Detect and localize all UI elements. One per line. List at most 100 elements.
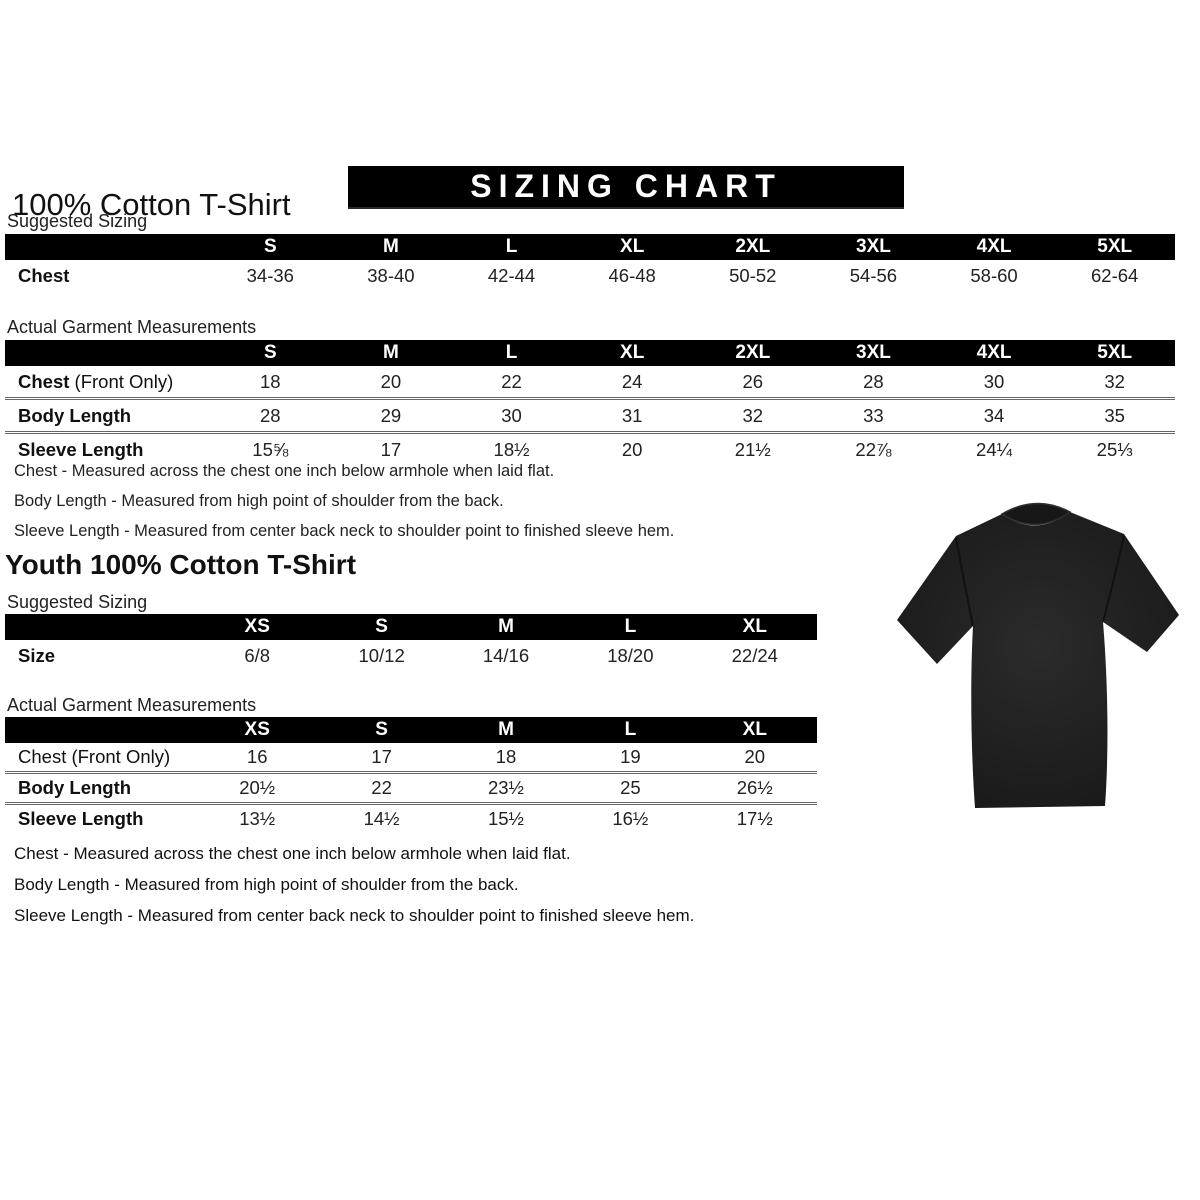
youth-suggested-table: XS S M L XL Size 6/8 10/12 14/16 18/20 2… bbox=[5, 614, 817, 671]
youth-sleeve-length-row: Sleeve Length 13½ 14½ 15½ 16½ 17½ bbox=[5, 802, 817, 833]
header-cell: 5XL bbox=[1054, 340, 1175, 366]
youth-actual-header-row: XS S M L XL bbox=[5, 717, 817, 743]
header-cell: 4XL bbox=[933, 234, 1055, 260]
value-cell: 18 bbox=[260, 370, 281, 392]
value-cell: 50-52 bbox=[729, 264, 777, 286]
value-cell: 54-56 bbox=[849, 264, 898, 286]
value-cell: 32 bbox=[1104, 370, 1125, 392]
value-cell: 6/8 bbox=[244, 644, 271, 666]
value-cell: 30 bbox=[983, 370, 1005, 392]
value-cell: 28 bbox=[210, 397, 331, 433]
adult-actual-measurements-label: Actual Garment Measurements bbox=[7, 317, 257, 337]
header-cell-blank bbox=[5, 614, 195, 640]
row-label: Chest (Front Only) bbox=[18, 746, 171, 767]
header-cell: XS bbox=[195, 614, 320, 640]
value-cell: 33 bbox=[813, 397, 934, 433]
value-cell: 16 bbox=[246, 746, 268, 767]
youth-actual-measurements-label: Actual Garment Measurements bbox=[7, 695, 257, 715]
value-cell: 62-64 bbox=[1091, 264, 1139, 286]
value-cell: 38-40 bbox=[367, 264, 415, 286]
header-cell: L bbox=[451, 340, 572, 366]
header-cell: S bbox=[319, 614, 444, 640]
youth-measurement-notes: Chest - Measured across the chest one in… bbox=[14, 838, 694, 931]
adult-body-length-row: Body Length 28 29 30 31 32 33 34 35 bbox=[5, 397, 1175, 433]
header-cell: 3XL bbox=[813, 340, 934, 366]
tshirt-body-shape bbox=[897, 512, 1179, 808]
sizing-chart-banner-text: SIZING CHART bbox=[470, 168, 782, 204]
value-cell: 15⅝ bbox=[210, 431, 331, 465]
value-cell: 18/20 bbox=[607, 644, 654, 666]
black-tshirt-image bbox=[897, 502, 1179, 808]
header-cell: S bbox=[210, 234, 331, 260]
value-cell: 29 bbox=[330, 397, 452, 433]
row-label: Size bbox=[18, 644, 56, 666]
value-cell: 34 bbox=[933, 397, 1055, 433]
value-cell: 22 bbox=[501, 370, 522, 392]
row-label: Body Length bbox=[5, 397, 210, 433]
header-cell: XL bbox=[692, 717, 817, 743]
header-cell: S bbox=[210, 340, 331, 366]
header-cell: L bbox=[451, 234, 572, 260]
value-cell: 19 bbox=[620, 746, 641, 767]
youth-actual-table: XS S M L XL Chest (Front Only) 16 17 18 … bbox=[5, 717, 817, 833]
value-cell: 18½ bbox=[451, 431, 572, 465]
header-cell: XL bbox=[571, 234, 693, 260]
header-cell: 2XL bbox=[692, 234, 814, 260]
adult-measurement-notes: Chest - Measured across the chest one in… bbox=[14, 456, 674, 546]
adult-actual-header-row: S M L XL 2XL 3XL 4XL 5XL bbox=[5, 340, 1175, 366]
value-cell: 20½ bbox=[195, 771, 320, 804]
value-cell: 58-60 bbox=[970, 264, 1018, 286]
value-cell: 18 bbox=[495, 746, 517, 767]
row-label: Chest (Front Only) bbox=[5, 366, 210, 399]
header-cell: XS bbox=[195, 717, 320, 743]
header-cell: 2XL bbox=[692, 340, 814, 366]
value-cell: 20 bbox=[571, 431, 693, 465]
header-cell: 4XL bbox=[933, 340, 1055, 366]
row-label: Body Length bbox=[5, 771, 195, 804]
youth-suggested-sizing-label: Suggested Sizing bbox=[7, 592, 148, 612]
value-cell: 22/24 bbox=[731, 644, 778, 666]
header-cell: S bbox=[319, 717, 444, 743]
adult-actual-table: S M L XL 2XL 3XL 4XL 5XL Chest (Front On… bbox=[5, 340, 1175, 465]
header-cell-blank bbox=[5, 340, 210, 366]
row-label-main: Body Length bbox=[18, 404, 132, 426]
adult-suggested-sizing-label: Suggested Sizing bbox=[7, 211, 148, 231]
value-cell: 26 bbox=[742, 370, 764, 392]
value-cell: 31 bbox=[571, 397, 693, 433]
row-label: Sleeve Length bbox=[5, 802, 195, 833]
youth-chest-row: Chest (Front Only) 16 17 18 19 20 bbox=[5, 743, 817, 773]
row-label-main: Chest bbox=[18, 370, 70, 392]
sizing-chart-banner: SIZING CHART bbox=[348, 166, 904, 207]
value-cell: 14/16 bbox=[482, 644, 530, 666]
page-title: 100% Cotton T-Shirt bbox=[12, 186, 291, 222]
value-cell: 17 bbox=[371, 746, 392, 767]
value-cell: 13½ bbox=[195, 802, 320, 833]
value-cell: 25 bbox=[568, 771, 693, 804]
value-cell: 46-48 bbox=[608, 264, 656, 286]
value-cell: 24¼ bbox=[933, 431, 1055, 465]
youth-suggested-header-row: XS S M L XL bbox=[5, 614, 817, 640]
value-cell: 21½ bbox=[692, 431, 814, 465]
row-label-suffix: (Front Only) bbox=[69, 370, 174, 392]
value-cell: 20 bbox=[744, 746, 766, 767]
value-cell: 24 bbox=[621, 370, 643, 392]
row-label: Sleeve Length bbox=[5, 431, 210, 465]
adult-suggested-header-row: S M L XL 2XL 3XL 4XL 5XL bbox=[5, 234, 1175, 260]
header-cell-blank bbox=[5, 717, 195, 743]
tshirt-collar-shape bbox=[1000, 502, 1072, 526]
value-cell: 15½ bbox=[443, 802, 569, 833]
youth-section-title: Youth 100% Cotton T-Shirt bbox=[5, 549, 357, 580]
value-cell: 17 bbox=[330, 431, 452, 465]
value-cell: 10/12 bbox=[358, 644, 405, 666]
header-cell: XL bbox=[692, 614, 817, 640]
value-cell: 23½ bbox=[443, 771, 569, 804]
value-cell: 16½ bbox=[568, 802, 693, 833]
note-sleeve-length: Sleeve Length - Measured from center bac… bbox=[14, 522, 675, 540]
value-cell: 17½ bbox=[692, 802, 817, 833]
header-cell: M bbox=[443, 614, 569, 640]
header-cell: 3XL bbox=[813, 234, 934, 260]
value-cell: 30 bbox=[451, 397, 572, 433]
value-cell: 25⅓ bbox=[1054, 431, 1175, 465]
value-cell: 35 bbox=[1054, 397, 1175, 433]
